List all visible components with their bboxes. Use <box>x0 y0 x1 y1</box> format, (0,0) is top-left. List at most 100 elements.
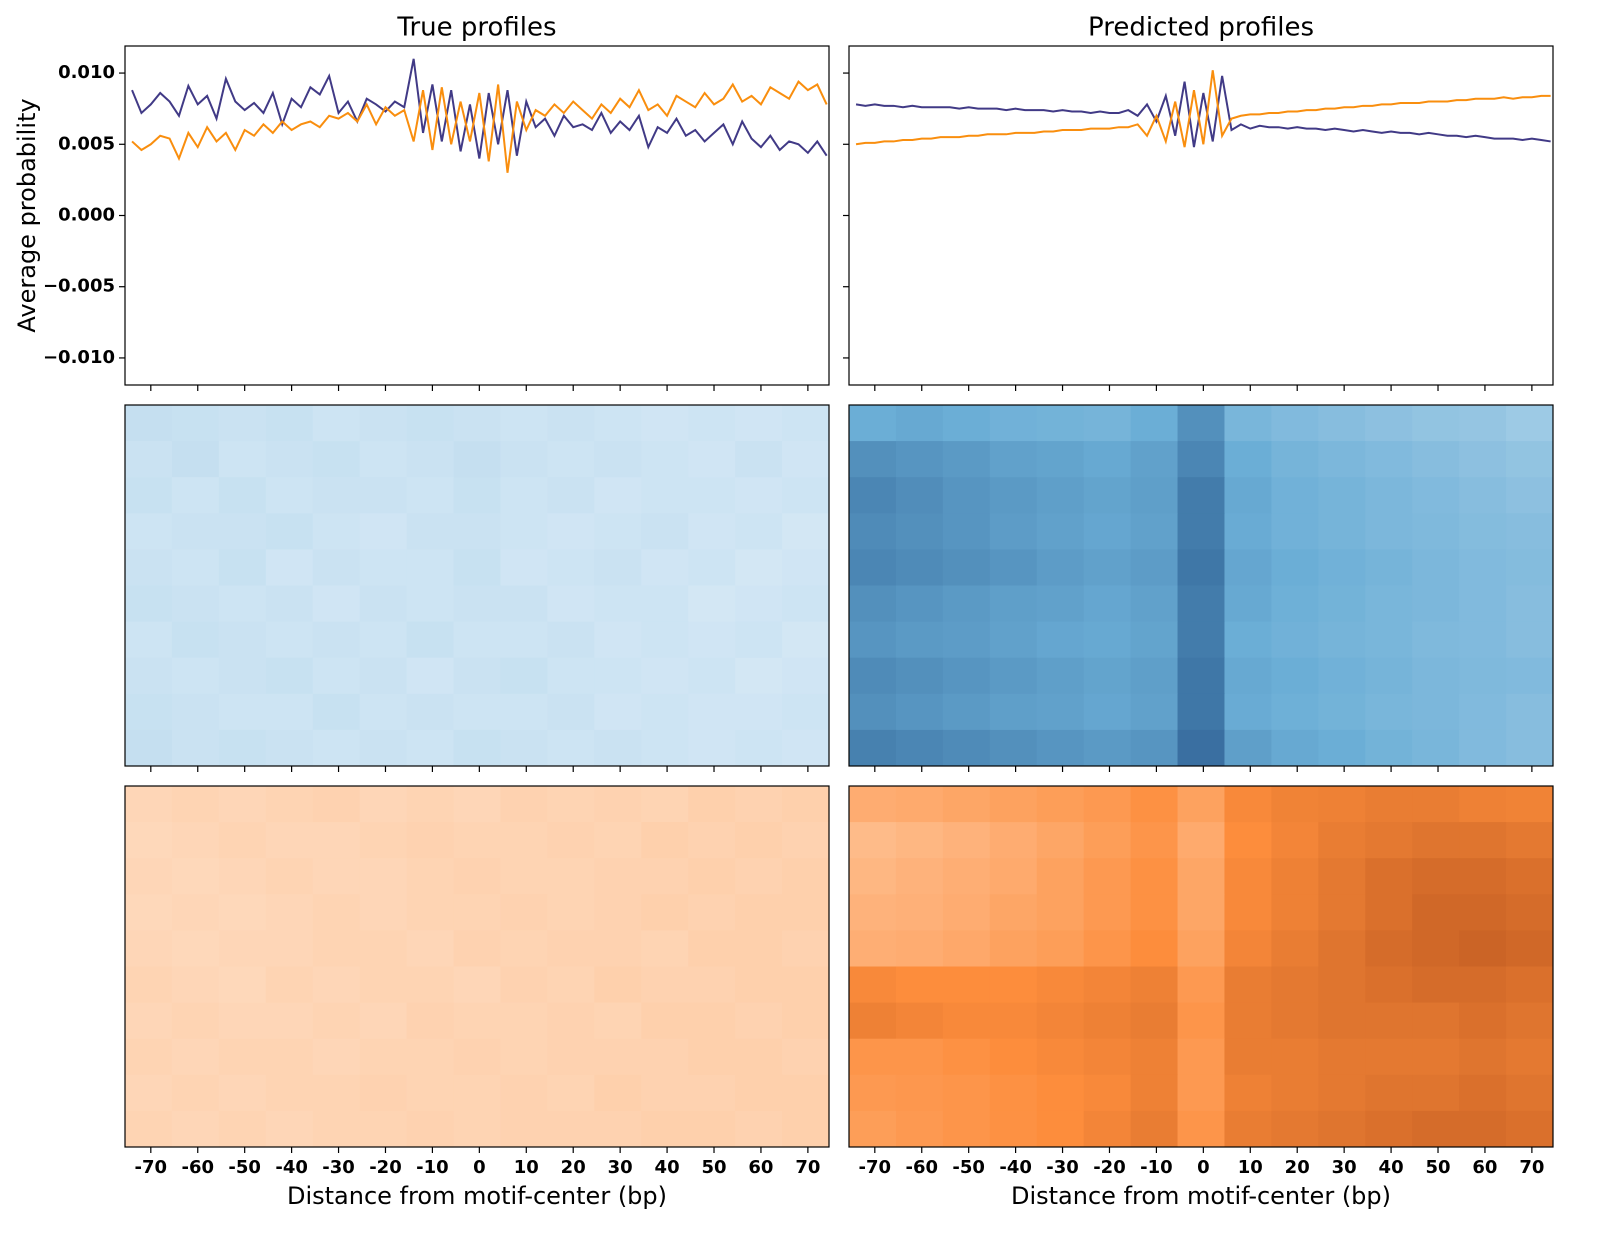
heatmap-cell <box>547 858 595 895</box>
heatmap-cell <box>688 621 736 659</box>
heatmap-cell <box>1271 477 1319 514</box>
heatmap-cell <box>1177 477 1225 514</box>
heatmap-cell <box>1459 405 1507 442</box>
heatmap-cell <box>594 1074 642 1112</box>
heatmap-cell <box>500 930 548 967</box>
heatmap-cell <box>500 1038 548 1076</box>
heatmap-cell <box>688 1002 736 1040</box>
heatmap-cell <box>125 729 173 767</box>
heatmap-cell <box>594 894 642 931</box>
heatmap-cell <box>218 1002 267 1040</box>
heatmap-cell <box>1177 966 1225 1004</box>
heatmap-cell <box>1083 693 1132 731</box>
heatmap-cell <box>989 966 1038 1004</box>
x-tick-label: 50 <box>1425 1157 1450 1178</box>
heatmap-cell <box>1506 405 1554 442</box>
heatmap-cell <box>849 1038 897 1076</box>
heatmap-cell <box>989 657 1038 695</box>
heatmap-cell <box>1318 693 1366 731</box>
heatmap-cell <box>125 477 173 514</box>
heatmap-cell <box>942 1038 991 1076</box>
x-tick-label: 40 <box>1379 1157 1404 1178</box>
heatmap-cell <box>547 729 595 767</box>
heatmap-cell <box>1365 786 1413 823</box>
heatmap-cell <box>735 513 783 550</box>
heatmap-cell <box>1506 1038 1554 1076</box>
heatmap-cell <box>1365 822 1413 859</box>
x-tick-label: -30 <box>322 1157 355 1178</box>
heatmap-cell <box>849 1002 897 1040</box>
heatmap-cell <box>1224 930 1272 967</box>
x-tick-label: -30 <box>1046 1157 1079 1178</box>
heatmap-cell <box>641 585 689 623</box>
heatmap-cell <box>218 621 267 659</box>
x-tick-label: 30 <box>608 1157 633 1178</box>
heatmap-cell <box>359 822 408 859</box>
heatmap-cell <box>1459 894 1507 931</box>
heatmap-cell <box>942 621 991 659</box>
heatmap-cell <box>1036 405 1085 442</box>
heatmap-cell <box>735 477 783 514</box>
heatmap-cell <box>265 513 314 550</box>
heatmap-cell <box>1130 822 1179 859</box>
heatmap-cell <box>1412 1074 1460 1112</box>
heatmap-cell <box>1224 585 1272 623</box>
heatmap-cell <box>1318 657 1366 695</box>
heatmap-cell <box>406 477 455 514</box>
heatmap-cell <box>782 657 830 695</box>
heatmap-cell <box>1318 966 1366 1004</box>
heatmap-cell <box>849 729 897 767</box>
heatmap-cell <box>1318 822 1366 859</box>
heatmap-cell <box>735 1038 783 1076</box>
heatmap-cell <box>849 786 897 823</box>
heatmap-cell <box>359 549 408 586</box>
heatmap-cell <box>1036 729 1085 767</box>
heatmap-cell <box>942 930 991 967</box>
heatmap-cell <box>500 585 548 623</box>
heatmap-cell <box>1459 585 1507 623</box>
y-tick-label: 0.005 <box>58 133 115 154</box>
heatmap-cell <box>1224 966 1272 1004</box>
heatmap-cell <box>125 585 173 623</box>
heatmap-cell <box>265 1038 314 1076</box>
x-tick-label: -50 <box>228 1157 261 1178</box>
heatmap-cell <box>1506 1110 1554 1148</box>
heatmap-cell <box>1177 405 1225 442</box>
heatmap-cell <box>849 1110 897 1148</box>
heatmap-cell <box>1224 894 1272 931</box>
heatmap-cell <box>594 1038 642 1076</box>
heatmap-cell <box>171 477 220 514</box>
heatmap-cell <box>895 585 944 623</box>
heatmap-cell <box>312 786 361 823</box>
heatmap-cell <box>1318 621 1366 659</box>
heatmap-cell <box>735 621 783 659</box>
heatmap-cell <box>895 657 944 695</box>
heatmap-cell <box>849 477 897 514</box>
x-axis-label: Distance from motif-center (bp) <box>287 1182 667 1210</box>
heatmap-cell <box>735 966 783 1004</box>
heatmap-cell <box>782 621 830 659</box>
heatmap-cell <box>1036 894 1085 931</box>
heatmap-cell <box>641 621 689 659</box>
heatmap-cell <box>1177 894 1225 931</box>
heatmap-cell <box>989 513 1038 550</box>
heatmap-cell <box>265 585 314 623</box>
heatmap-cell <box>171 657 220 695</box>
heatmap-cell <box>1506 786 1554 823</box>
heatmap-cell <box>312 894 361 931</box>
heatmap-cell <box>1271 1002 1319 1040</box>
heatmap-cell <box>641 513 689 550</box>
heatmap-cell <box>688 657 736 695</box>
heatmap-cell <box>312 693 361 731</box>
heatmap-cell <box>406 585 455 623</box>
heatmap-cell <box>989 1038 1038 1076</box>
heatmap-cell <box>359 966 408 1004</box>
heatmap-cell <box>688 1110 736 1148</box>
x-tick-label: 50 <box>701 1157 726 1178</box>
heatmap-cell <box>1036 786 1085 823</box>
heatmap-cell <box>1365 405 1413 442</box>
heatmap-cell <box>1177 822 1225 859</box>
heatmap-cell <box>594 621 642 659</box>
heatmap-cell <box>782 1038 830 1076</box>
heatmap-cell <box>312 1074 361 1112</box>
